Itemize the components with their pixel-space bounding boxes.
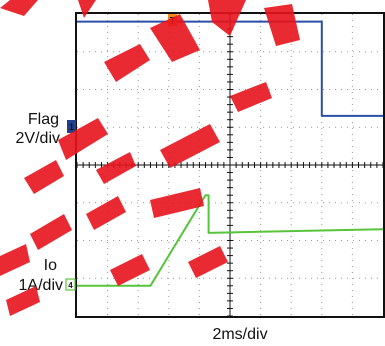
reference-watermark — [0, 0, 300, 316]
ch4-marker: 4 — [65, 278, 76, 291]
time-scale-label: 2ms/div — [212, 326, 267, 343]
scope-traces — [77, 20, 384, 287]
ch1-marker-label: 1 — [69, 122, 74, 132]
io-channel-label: Io — [44, 257, 57, 274]
trace-io — [77, 194, 384, 287]
flag-channel-label: Flag — [28, 111, 59, 128]
trace-flag — [77, 20, 383, 117]
ch1-marker: 1 — [67, 120, 76, 133]
ch4-marker-label: 4 — [68, 281, 73, 290]
flag-scale-label: 2V/div — [16, 130, 60, 147]
